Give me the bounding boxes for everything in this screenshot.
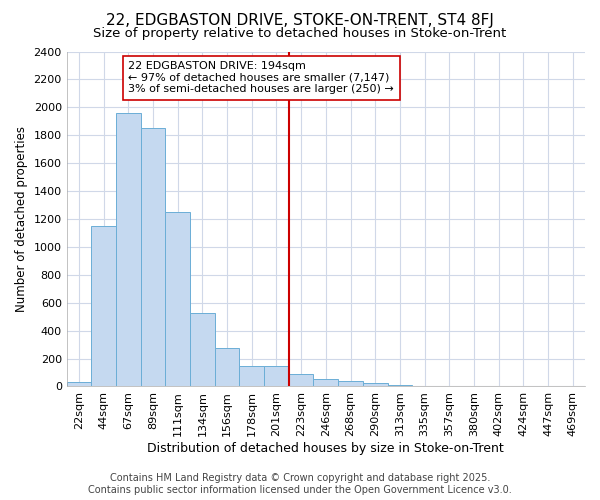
Text: 22 EDGBASTON DRIVE: 194sqm
← 97% of detached houses are smaller (7,147)
3% of se: 22 EDGBASTON DRIVE: 194sqm ← 97% of deta…: [128, 62, 394, 94]
Bar: [91, 226, 116, 386]
Text: Contains HM Land Registry data © Crown copyright and database right 2025.
Contai: Contains HM Land Registry data © Crown c…: [88, 474, 512, 495]
Bar: [166, 212, 190, 386]
Text: 22, EDGBASTON DRIVE, STOKE-ON-TRENT, ST4 8FJ: 22, EDGBASTON DRIVE, STOKE-ON-TRENT, ST4…: [106, 12, 494, 28]
Bar: [388, 385, 412, 386]
Bar: [239, 366, 264, 386]
Bar: [215, 348, 239, 387]
Bar: [338, 381, 363, 386]
Text: Size of property relative to detached houses in Stoke-on-Trent: Size of property relative to detached ho…: [94, 28, 506, 40]
Bar: [141, 128, 166, 386]
Bar: [363, 383, 388, 386]
Bar: [67, 382, 91, 386]
Bar: [289, 374, 313, 386]
Bar: [116, 113, 141, 386]
X-axis label: Distribution of detached houses by size in Stoke-on-Trent: Distribution of detached houses by size …: [148, 442, 504, 455]
Y-axis label: Number of detached properties: Number of detached properties: [15, 126, 28, 312]
Bar: [264, 366, 289, 386]
Bar: [313, 380, 338, 386]
Bar: [190, 313, 215, 386]
